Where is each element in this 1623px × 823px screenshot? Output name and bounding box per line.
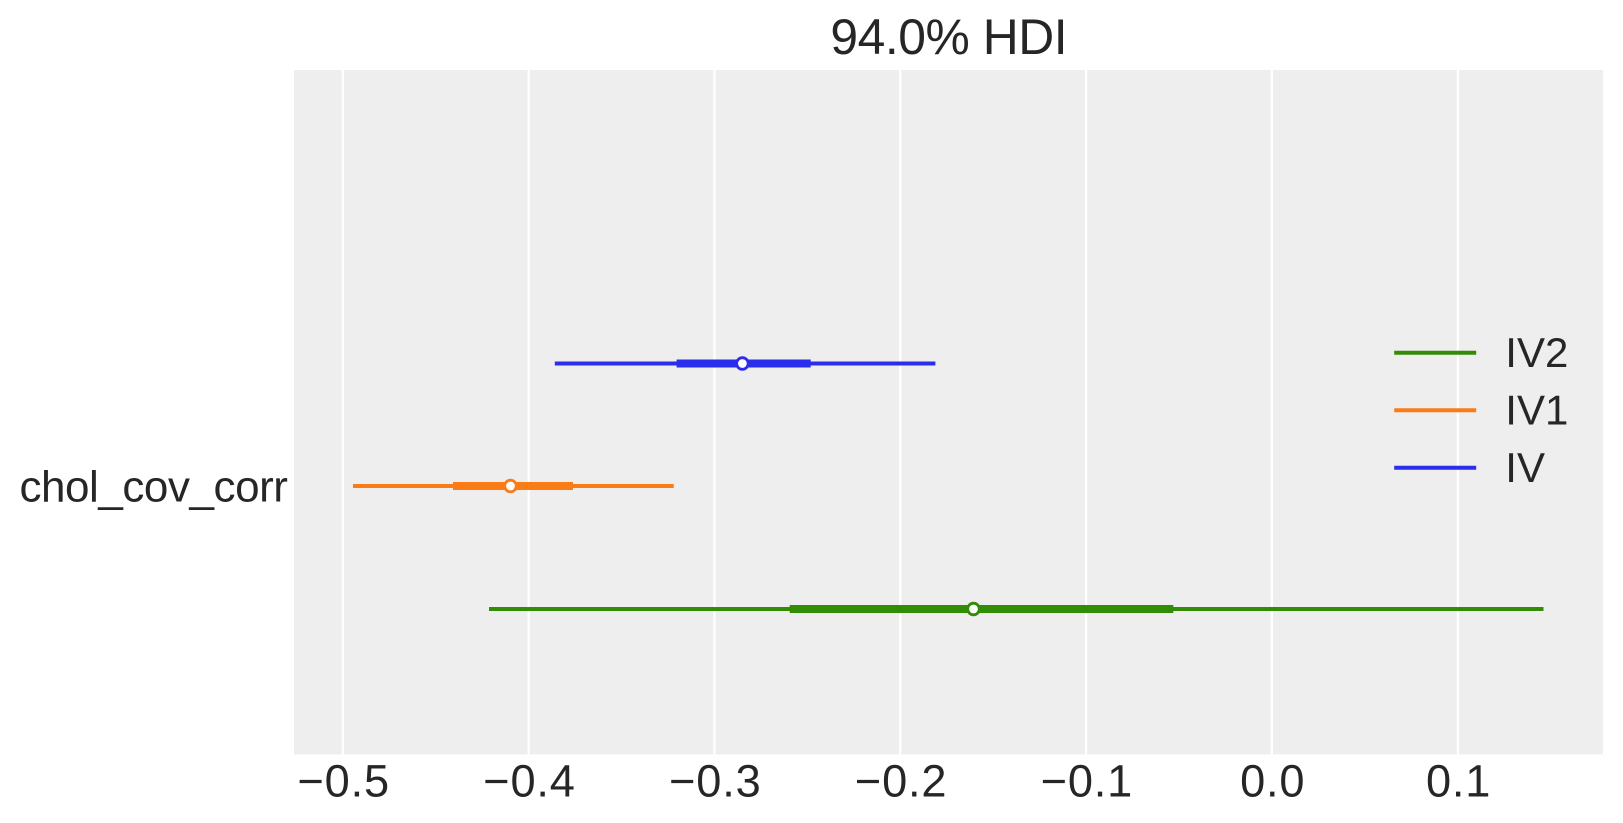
svg-text:0.1: 0.1 xyxy=(1426,756,1491,807)
svg-text:chol_cov_corr: chol_cov_corr xyxy=(19,463,287,512)
svg-text:0.0: 0.0 xyxy=(1240,756,1305,807)
svg-text:−0.5: −0.5 xyxy=(297,756,389,807)
svg-text:−0.3: −0.3 xyxy=(669,756,761,807)
svg-text:−0.4: −0.4 xyxy=(483,756,575,807)
svg-text:−0.2: −0.2 xyxy=(855,756,947,807)
svg-text:IV2: IV2 xyxy=(1505,329,1568,376)
svg-text:IV: IV xyxy=(1505,444,1545,491)
svg-text:−0.1: −0.1 xyxy=(1041,756,1133,807)
svg-text:IV1: IV1 xyxy=(1505,386,1568,433)
svg-text:94.0% HDI: 94.0% HDI xyxy=(830,9,1067,65)
